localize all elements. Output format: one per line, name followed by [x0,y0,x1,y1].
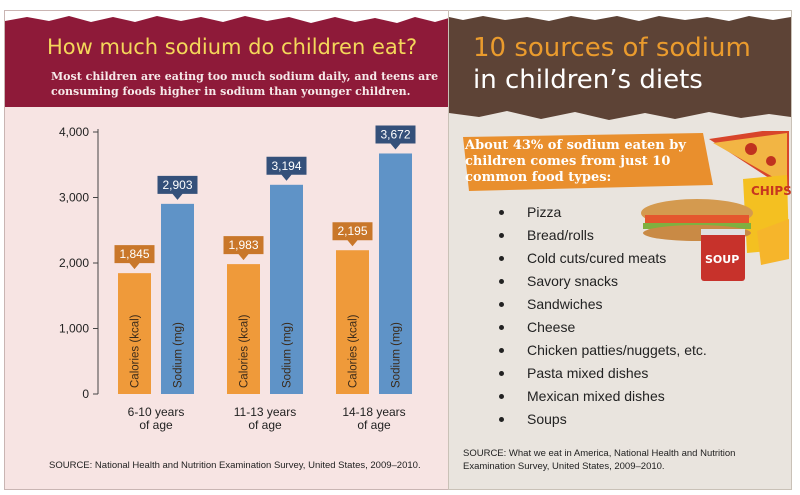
series-label: Sodium (mg) [282,322,294,388]
bar-sodium [161,203,194,394]
source-item-label: Cheese [527,319,576,335]
source-item: Bread/rolls [495,224,707,247]
source-item: Cheese [495,316,707,339]
bullet-icon [499,233,504,238]
data-label-box [157,175,198,200]
series-label: Sodium (mg) [391,322,403,388]
source-item-label: Pasta mixed dishes [527,365,649,381]
x-tick-label: of age [248,418,282,432]
bullet-icon [499,325,504,330]
x-tick-label: of age [357,418,391,432]
series-label: Calories (kcal) [239,314,251,388]
sodium-sources-list: Pizza Bread/rolls Cold cuts/cured meats Sav… [495,201,707,431]
bullet-icon [499,417,504,422]
data-label-box [375,125,416,150]
y-tick-label: 0 [82,387,89,401]
left-subtitle: Most children are eating too much sodium… [51,70,439,98]
source-item: Cold cuts/cured meats [495,247,707,270]
y-tick-label: 2,000 [59,256,89,270]
source-item-label: Chicken patties/nuggets, etc. [527,342,707,358]
torn-paper-edge-right [449,11,791,141]
source-item-label: Pizza [527,204,562,220]
bar-sodium [379,153,412,394]
source-item-label: Sandwiches [527,296,603,312]
bar-calories [336,250,369,394]
x-tick-label: of age [139,418,173,432]
source-item-label: Bread/rolls [527,227,594,243]
source-item-label: Mexican mixed dishes [527,388,665,404]
source-item-label: Cold cuts/cured meats [527,250,667,266]
source-item-label: Soups [527,411,567,427]
torn-paper-edge [5,11,449,23]
left-header [5,11,449,107]
series-label: Calories (kcal) [348,314,360,388]
bar-sodium [270,184,303,394]
source-item: Savory snacks [495,270,707,293]
bullet-icon [499,371,504,376]
data-label-box [332,222,373,247]
bullet-icon [499,394,504,399]
source-item: Pasta mixed dishes [495,362,707,385]
data-label: 2,903 [162,178,192,192]
data-label: 1,983 [228,238,258,252]
right-title-line2: in children’s diets [473,65,703,95]
x-tick-label: 14-18 years [342,405,405,419]
bullet-icon [499,279,504,284]
data-label: 3,672 [380,127,410,141]
food-illustration: CHIPS SOUP [641,131,791,281]
sodium-bar-chart: 0 1,000 2,000 3,000 4,000 1,845 Calories (kcal… [59,125,416,432]
source-item: Pizza [495,201,707,224]
bullet-icon [499,256,504,261]
soup-label: SOUP [705,253,739,266]
right-panel: 10 sources of sodium in children’s diets… [448,10,792,490]
callout-text: About 43% of sodium eaten by children co… [465,138,686,185]
chips-label: CHIPS [751,184,791,198]
x-tick-label: 6-10 years [128,405,185,419]
bar-calories [227,264,260,394]
data-label-box [114,245,155,270]
y-tick-label: 4,000 [59,125,89,139]
bar-calories [118,273,151,394]
bullet-icon [499,210,504,215]
data-label: 3,194 [271,159,301,173]
x-tick-label: 11-13 years [234,405,296,419]
left-source: SOURCE: National Health and Nutrition Ex… [49,460,421,471]
left-title: How much sodium do children eat? [47,35,418,59]
bullet-icon [499,348,504,353]
y-tick-label: 1,000 [59,322,89,336]
right-header [449,11,791,131]
source-item-label: Savory snacks [527,273,619,289]
data-label: 1,845 [119,247,149,261]
source-item: Mexican mixed dishes [495,385,707,408]
source-item: Sandwiches [495,293,707,316]
source-item: Chicken patties/nuggets, etc. [495,339,707,362]
callout-banner [463,133,713,191]
series-label: Sodium (mg) [173,322,185,388]
left-panel: How much sodium do children eat? Most ch… [4,10,450,490]
y-tick-label: 3,000 [59,191,89,205]
source-item: Soups [495,408,707,431]
data-label-box [266,156,307,181]
series-label: Calories (kcal) [130,314,142,388]
bullet-icon [499,302,504,307]
right-source: SOURCE: What we eat in America, National… [463,448,736,472]
data-label-box [223,236,264,261]
right-title-line1: 10 sources of sodium [473,33,751,63]
data-label: 2,195 [337,224,367,238]
